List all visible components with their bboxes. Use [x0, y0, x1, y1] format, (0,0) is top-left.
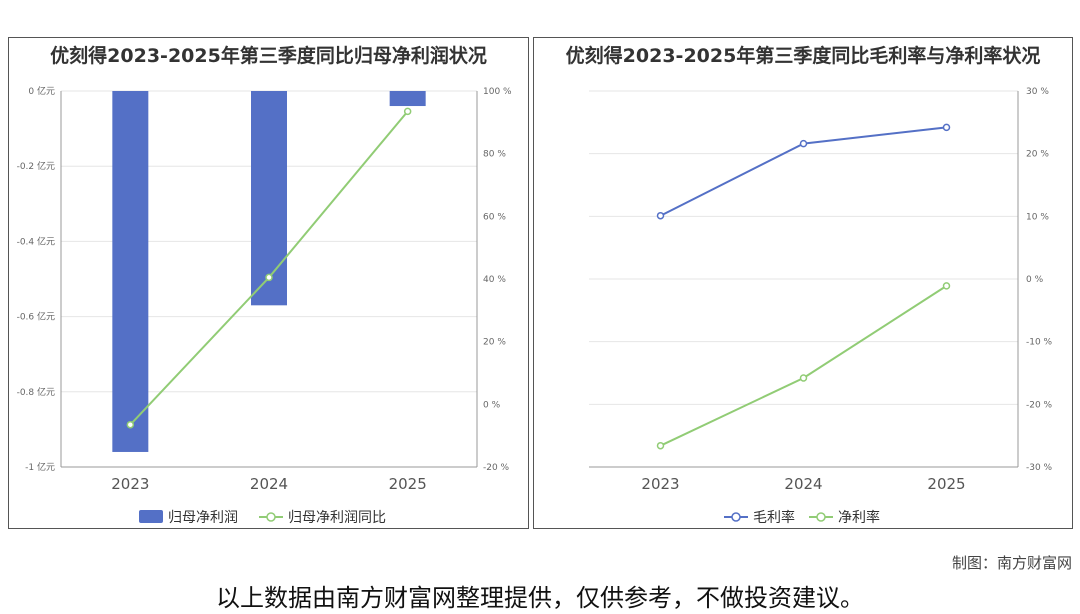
- disclaimer-text: 以上数据由南方财富网整理提供，仅供参考，不做投资建议。: [216, 584, 864, 612]
- x-tick-label: 2025: [927, 475, 965, 493]
- right-tick-label: -10 %: [1026, 338, 1053, 348]
- legend-swatch-marker-yoy: [266, 512, 276, 522]
- right-tick-label: -20 %: [483, 463, 510, 473]
- margin-chart-panel: 优刻得2023-2025年第三季度同比毛利率与净利率状况 30 % 20 % 10 …: [533, 37, 1073, 529]
- right-tick-label: 60 %: [483, 212, 506, 222]
- point-net-profit-yoy: [403, 107, 412, 116]
- right-tick-label: -30 %: [1026, 463, 1053, 473]
- margin-chart: 30 % 20 % 10 % 0 % -10 % -20 % -30 % 2023 2024 20…: [589, 87, 1053, 526]
- left-tick-label: -0.4 亿元: [17, 235, 55, 247]
- right-tick-label: 80 %: [483, 150, 506, 160]
- point-net-profit-yoy: [126, 420, 135, 429]
- x-tick-label: 2025: [389, 475, 427, 493]
- right-tick-label: 20 %: [1026, 150, 1049, 160]
- left-tick-label: -1 亿元: [25, 461, 55, 473]
- left-tick-label: -0.6 亿元: [17, 311, 55, 323]
- bar-net-profit: [112, 91, 149, 452]
- right-tick-label: 0 %: [1026, 275, 1044, 285]
- margin-chart-title: 优刻得2023-2025年第三季度同比毛利率与净利率状况: [565, 45, 1041, 67]
- legend-marker-net-margin: [816, 512, 826, 522]
- point-net-margin: [942, 282, 951, 290]
- right-tick-label: 20 %: [483, 338, 506, 348]
- bar-net-profit: [389, 91, 426, 107]
- x-tick-label: 2023: [641, 475, 679, 493]
- left-tick-label: -0.8 亿元: [17, 386, 55, 398]
- bar-net-profit: [251, 91, 287, 306]
- legend-label-net-margin: 净利率: [838, 509, 880, 526]
- point-gross-margin: [656, 211, 665, 220]
- legend-label-net-profit: 归母净利润: [168, 509, 238, 526]
- legend-label-gross-margin: 毛利率: [753, 509, 795, 526]
- right-tick-label: 40 %: [483, 275, 506, 285]
- right-tick-label: 0 %: [483, 400, 501, 410]
- line-net-margin: [660, 285, 948, 447]
- right-tick-label: -20 %: [1026, 400, 1053, 410]
- x-tick-label: 2024: [784, 475, 822, 493]
- left-tick-label: -0.2 亿元: [17, 160, 55, 172]
- legend-label-net-profit-yoy: 归母净利润同比: [288, 509, 386, 526]
- right-tick-label: 10 %: [1026, 212, 1049, 222]
- net-profit-chart-panel: 优刻得2023-2025年第三季度同比归母净利润状况 0 亿元 -0.2 亿元 -0…: [8, 37, 529, 529]
- x-tick-label: 2024: [250, 475, 288, 493]
- x-tick-label: 2023: [111, 475, 149, 493]
- point-net-profit-yoy: [265, 273, 273, 282]
- point-gross-margin: [942, 123, 951, 132]
- chart-credit: 制图：南方财富网: [951, 554, 1072, 572]
- point-gross-margin: [799, 139, 808, 148]
- right-tick-label: 30 %: [1026, 87, 1049, 97]
- legend-swatch-net-profit: [139, 510, 163, 523]
- net-profit-chart: 0 亿元 -0.2 亿元 -0.4 亿元 -0.6 亿元 -0.8 亿元 -1 亿元 100…: [17, 85, 512, 526]
- point-net-margin: [656, 441, 665, 450]
- left-tick-label: 0 亿元: [28, 85, 55, 97]
- net-profit-chart-title: 优刻得2023-2025年第三季度同比归母净利润状况: [50, 45, 487, 67]
- point-net-margin: [799, 374, 808, 382]
- right-tick-label: 100 %: [483, 87, 512, 97]
- legend-marker-gross-margin: [731, 512, 741, 522]
